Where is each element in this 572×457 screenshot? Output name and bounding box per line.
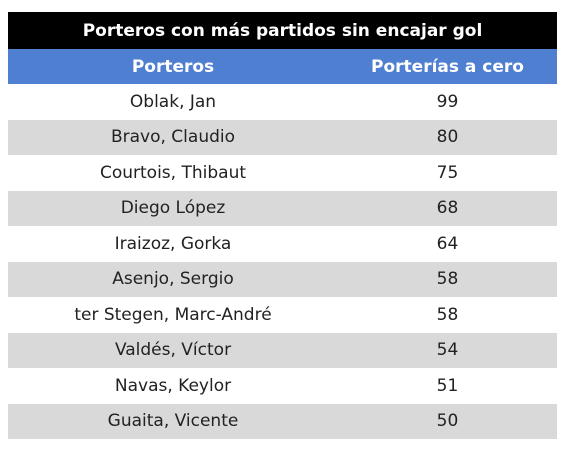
table-row: Diego López 68 [8, 190, 557, 226]
table-row: Navas, Keylor 51 [8, 368, 557, 404]
clean-sheets-value: 64 [436, 233, 459, 254]
goalkeeper-name: Oblak, Jan [129, 91, 217, 112]
goalkeeper-name: Bravo, Claudio [110, 127, 236, 148]
goalkeeper-name: Guaita, Vicente [107, 411, 239, 432]
table-row: Courtois, Thibaut 75 [8, 155, 557, 191]
clean-sheets-value: 99 [436, 91, 459, 112]
clean-sheets-value: 50 [436, 411, 459, 432]
clean-sheets-value: 75 [436, 162, 459, 183]
goalkeeper-name: Navas, Keylor [114, 375, 232, 396]
table-row: Bravo, Claudio 80 [8, 119, 557, 155]
clean-sheets-value: 58 [436, 269, 459, 290]
goalkeeper-name: Asenjo, Sergio [112, 269, 234, 290]
table-row: Asenjo, Sergio 58 [8, 261, 557, 297]
table-title: Porteros con más partidos sin encajar go… [8, 12, 557, 49]
table-row: ter Stegen, Marc-André 58 [8, 297, 557, 333]
clean-sheets-value: 80 [436, 127, 459, 148]
goalkeeper-name: Iraizoz, Gorka [114, 233, 232, 254]
goalkeeper-name: ter Stegen, Marc-André [74, 304, 272, 325]
clean-sheets-value: 58 [436, 304, 459, 325]
table-row: Iraizoz, Gorka 64 [8, 226, 557, 262]
clean-sheets-value: 68 [436, 198, 459, 219]
table-header: Porteros Porterías a cero [8, 49, 557, 84]
table-row: Oblak, Jan 99 [8, 84, 557, 120]
table-row: Guaita, Vicente 50 [8, 403, 557, 439]
column-header-porteros: Porteros [131, 56, 215, 77]
clean-sheets-value: 51 [436, 375, 459, 396]
table-row: Valdés, Víctor 54 [8, 332, 557, 368]
goalkeeper-name: Diego López [120, 198, 226, 219]
goalkeeper-name: Courtois, Thibaut [99, 162, 247, 183]
column-header-porterias: Porterías a cero [371, 56, 524, 77]
clean-sheets-value: 54 [436, 340, 459, 361]
goalkeeper-name: Valdés, Víctor [114, 340, 232, 361]
goalkeepers-table: Porteros con más partidos sin encajar go… [8, 12, 557, 439]
